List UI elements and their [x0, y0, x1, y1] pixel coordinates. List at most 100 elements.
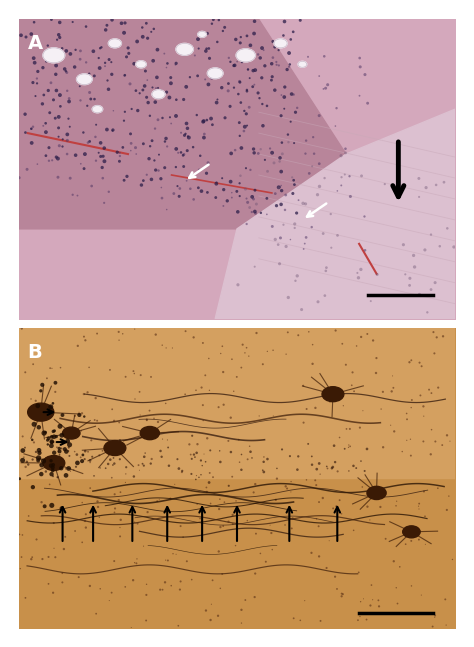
Point [131, 558, 138, 568]
Point [248, 192, 256, 202]
Point [35, 422, 43, 432]
Point [62, 532, 69, 542]
Point [166, 494, 174, 504]
Point [164, 443, 172, 453]
Point [243, 109, 250, 119]
Point [139, 85, 146, 95]
Point [287, 116, 294, 127]
Point [142, 615, 150, 626]
Point [388, 386, 395, 397]
Point [53, 432, 60, 442]
Point [243, 86, 251, 96]
Point [139, 138, 147, 149]
Point [334, 186, 341, 196]
Point [219, 26, 227, 36]
Point [154, 115, 162, 125]
Point [59, 141, 66, 151]
Point [305, 168, 313, 179]
Point [108, 587, 116, 598]
Point [46, 479, 54, 490]
Point [315, 111, 323, 121]
Point [55, 140, 63, 151]
Point [39, 63, 47, 73]
Point [213, 98, 220, 108]
Circle shape [152, 90, 165, 99]
Point [391, 426, 398, 437]
Circle shape [43, 455, 65, 470]
Point [188, 468, 195, 479]
Point [275, 45, 283, 56]
Point [81, 454, 89, 465]
Point [78, 537, 86, 547]
Point [96, 450, 103, 461]
Point [115, 335, 123, 345]
Point [104, 75, 111, 85]
Point [113, 147, 121, 157]
Point [320, 51, 328, 61]
Point [29, 359, 37, 369]
Point [339, 400, 347, 411]
Point [40, 456, 47, 466]
Point [84, 137, 92, 148]
Point [273, 57, 280, 67]
Point [17, 30, 25, 41]
Point [228, 354, 236, 364]
Point [75, 572, 82, 582]
Point [91, 132, 99, 142]
Point [120, 28, 128, 38]
Point [111, 503, 119, 514]
Point [143, 415, 151, 426]
Point [288, 172, 296, 182]
Point [202, 457, 210, 467]
Point [254, 88, 262, 98]
Point [184, 131, 191, 142]
Point [99, 446, 106, 456]
Point [177, 521, 184, 531]
Point [182, 129, 189, 139]
Point [102, 25, 109, 35]
Point [69, 17, 76, 27]
Point [130, 59, 138, 69]
Point [202, 46, 210, 56]
Point [356, 422, 364, 433]
Point [268, 72, 276, 82]
Circle shape [109, 39, 121, 48]
Point [48, 500, 55, 510]
Point [269, 345, 277, 355]
Point [246, 40, 254, 50]
Point [181, 130, 188, 140]
Point [91, 102, 99, 113]
Point [200, 449, 208, 459]
Point [38, 497, 46, 507]
Point [39, 120, 47, 131]
Point [353, 341, 360, 351]
Point [71, 62, 78, 72]
Point [48, 437, 55, 447]
Point [22, 462, 29, 472]
Point [256, 548, 264, 558]
Point [213, 37, 221, 47]
Point [61, 64, 68, 74]
Point [86, 457, 94, 468]
Point [270, 158, 278, 168]
Point [275, 182, 283, 192]
Point [109, 460, 117, 470]
Circle shape [104, 441, 126, 455]
Point [302, 199, 310, 209]
Point [38, 460, 46, 470]
Point [267, 528, 275, 538]
Point [287, 234, 294, 245]
Point [190, 450, 198, 460]
Point [236, 76, 243, 87]
Point [42, 427, 49, 437]
Point [273, 463, 281, 474]
Point [321, 173, 328, 183]
Point [157, 446, 164, 456]
Point [162, 555, 169, 565]
Point [192, 385, 200, 395]
Point [146, 406, 153, 416]
Point [49, 459, 57, 470]
Point [164, 435, 171, 445]
Point [444, 223, 451, 234]
Point [173, 549, 180, 560]
